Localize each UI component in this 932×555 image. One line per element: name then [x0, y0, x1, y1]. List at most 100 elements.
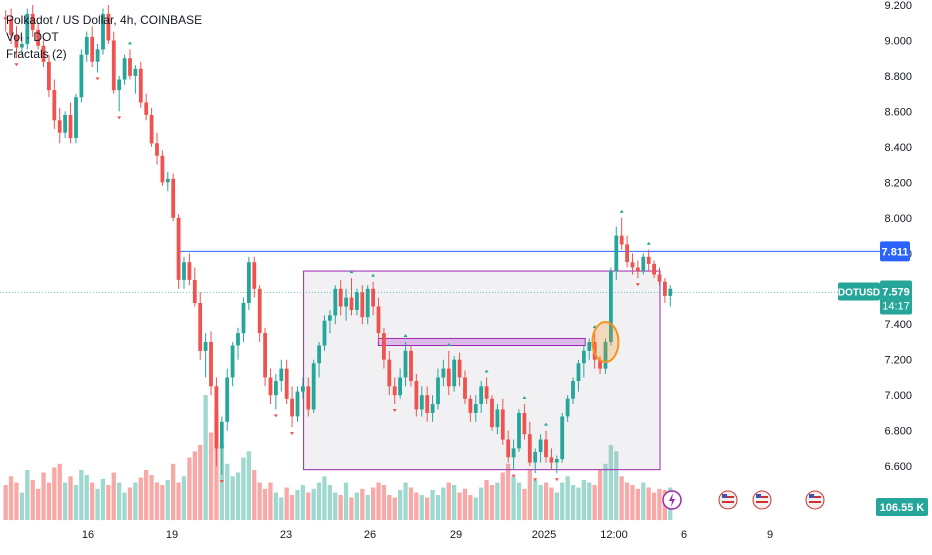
volume-bar	[376, 482, 381, 520]
volume-bar	[473, 497, 478, 520]
candle-body	[241, 303, 246, 334]
volume-indicator-label[interactable]: Vol · DOT	[6, 30, 59, 44]
volume-bar	[657, 488, 662, 521]
candle-body	[430, 404, 435, 413]
candle-body	[9, 19, 13, 36]
candle-body	[322, 320, 327, 346]
fractal-down-arrow	[14, 63, 19, 67]
volume-bar	[603, 463, 608, 521]
fractal-up-arrow	[522, 396, 527, 400]
price-tags: 7.811 DOTUSD 7.579 14:17 106.55 K	[838, 241, 928, 516]
fractals-indicator-label[interactable]: Fractals (2)	[6, 47, 67, 61]
volume-bars	[3, 395, 673, 521]
volume-bar	[306, 492, 311, 520]
volume-bar	[608, 445, 613, 520]
volume-bar	[149, 475, 154, 520]
volume-bar	[630, 485, 635, 520]
volume-bar	[25, 470, 30, 520]
volume-bar	[554, 492, 559, 520]
fractal-up-arrow	[619, 209, 624, 213]
volume-bar	[381, 485, 387, 520]
volume-bar	[187, 457, 192, 520]
chart-title[interactable]: Polkadot / US Dollar, 4h, COINBASE	[6, 13, 203, 27]
us-flag-stripe	[756, 501, 768, 503]
candle-body	[52, 90, 57, 121]
volume-bar	[365, 495, 370, 520]
volume-bar	[252, 470, 257, 520]
volume-bar	[614, 451, 619, 521]
volume-bar	[500, 472, 505, 520]
volume-bar	[343, 482, 349, 520]
candle-body	[111, 40, 116, 91]
candle-body	[68, 115, 73, 139]
candle-body	[452, 359, 457, 387]
us-flag-stripe	[809, 496, 821, 498]
candle-body	[371, 288, 375, 307]
volume-bar	[52, 467, 57, 520]
candle-body	[30, 13, 35, 30]
candle-body	[41, 45, 46, 62]
us-flag-stripe	[722, 496, 734, 498]
price-tick-label: 6.600	[884, 461, 912, 473]
last-price-text: 7.579	[882, 286, 910, 298]
candle-body	[646, 256, 651, 264]
volume-bar	[3, 485, 8, 520]
volume-bar	[587, 482, 592, 520]
candle-body	[301, 386, 305, 392]
volume-bar	[419, 495, 424, 520]
volume-bar	[295, 490, 300, 520]
volume-bar	[79, 470, 84, 520]
candle-body	[252, 262, 257, 289]
candle-body	[176, 217, 181, 280]
candle-body	[582, 350, 586, 364]
fractal-up-arrow	[446, 342, 451, 346]
volume-bar	[327, 485, 332, 520]
time-tick-label: 2025	[532, 529, 556, 541]
volume-bar	[576, 487, 581, 520]
fractal-down-arrow	[392, 409, 397, 413]
us-flag-canton	[756, 494, 761, 498]
candle-body	[414, 381, 419, 410]
candle-body	[133, 68, 138, 76]
candle-body	[603, 342, 608, 369]
candle-body	[614, 235, 619, 272]
candle-body	[355, 292, 359, 310]
volume-bar	[14, 482, 19, 520]
volume-bar	[430, 490, 435, 520]
fractal-down-arrow	[511, 474, 516, 478]
volume-tag-text: 106.55 K	[880, 502, 925, 514]
candle-body	[565, 398, 570, 417]
candle-body	[360, 292, 365, 318]
countdown-text: 14:17	[882, 300, 910, 312]
candle-body	[506, 439, 511, 458]
candle-body	[409, 350, 413, 381]
candle-body	[247, 262, 251, 303]
candle-body	[630, 262, 635, 268]
fractal-up-arrow	[544, 422, 549, 426]
fractal-down-arrow	[290, 432, 295, 436]
volume-bar	[570, 485, 576, 520]
candle-body	[284, 368, 289, 399]
time-tick-label: 12:00	[600, 529, 628, 541]
volume-bar	[19, 492, 25, 520]
volume-bar	[100, 478, 106, 521]
fractal-down-arrow	[533, 478, 538, 482]
candle-body	[511, 448, 516, 458]
volume-bar	[176, 482, 181, 520]
volume-bar	[262, 488, 268, 521]
candle-body	[663, 281, 667, 296]
price-tick-label: 8.800	[884, 71, 912, 83]
volume-bar	[495, 482, 500, 520]
volume-bar	[127, 487, 133, 520]
volume-bar	[284, 487, 289, 520]
candle-body	[419, 395, 424, 410]
candle-body	[63, 115, 67, 133]
candle-body	[387, 359, 392, 387]
fractals	[14, 41, 651, 483]
volume-bar	[214, 413, 219, 521]
volume-bar	[316, 482, 322, 520]
volume-bar	[138, 477, 143, 520]
level-price-tag	[880, 241, 910, 262]
candle-body	[311, 363, 316, 410]
